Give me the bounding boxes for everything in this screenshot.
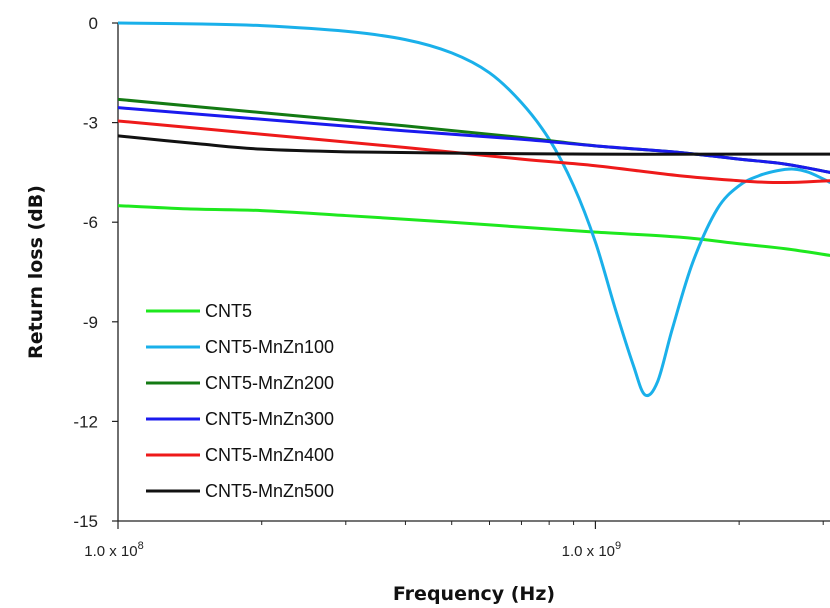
y-tick-label: -15	[73, 512, 98, 531]
legend-label: CNT5-MnZn100	[205, 337, 334, 357]
legend-label: CNT5-MnZn400	[205, 445, 334, 465]
legend-label: CNT5-MnZn500	[205, 481, 334, 501]
x-tick-label: 1.0 x 109	[562, 540, 622, 560]
series-line-2	[118, 21, 830, 398]
series-line-6	[118, 134, 830, 156]
y-tick-label: -6	[83, 213, 98, 232]
series-layer	[118, 21, 830, 398]
legend-label: CNT5-MnZn300	[205, 409, 334, 429]
x-tick-exponent: 8	[138, 540, 144, 552]
y-axis-title: Return loss (dB)	[25, 185, 47, 359]
x-tick-mantissa: 1.0 x 10	[84, 543, 137, 560]
axes: 0-3-6-9-12-151.0 x 108 1.0 x 109	[73, 14, 830, 560]
x-tick-mantissa: 1.0 x 10	[562, 543, 615, 560]
y-tick-label: -9	[83, 313, 98, 332]
y-tick-label: -12	[73, 412, 98, 431]
legend: CNT5 CNT5-MnZn100 CNT5-MnZn200 CNT5-MnZn300…	[146, 301, 334, 501]
legend-label: CNT5	[205, 301, 252, 321]
legend-label: CNT5-MnZn200	[205, 373, 334, 393]
x-axis-title: Frequency (Hz)	[393, 583, 555, 605]
series-line-4	[118, 106, 830, 174]
y-tick-label: 0	[89, 14, 98, 33]
x-tick-exponent: 9	[615, 540, 621, 552]
x-tick-label: 1.0 x 108	[84, 540, 144, 560]
y-tick-label: -3	[83, 114, 98, 133]
series-line-1	[118, 204, 830, 257]
series-line-5	[118, 119, 830, 185]
